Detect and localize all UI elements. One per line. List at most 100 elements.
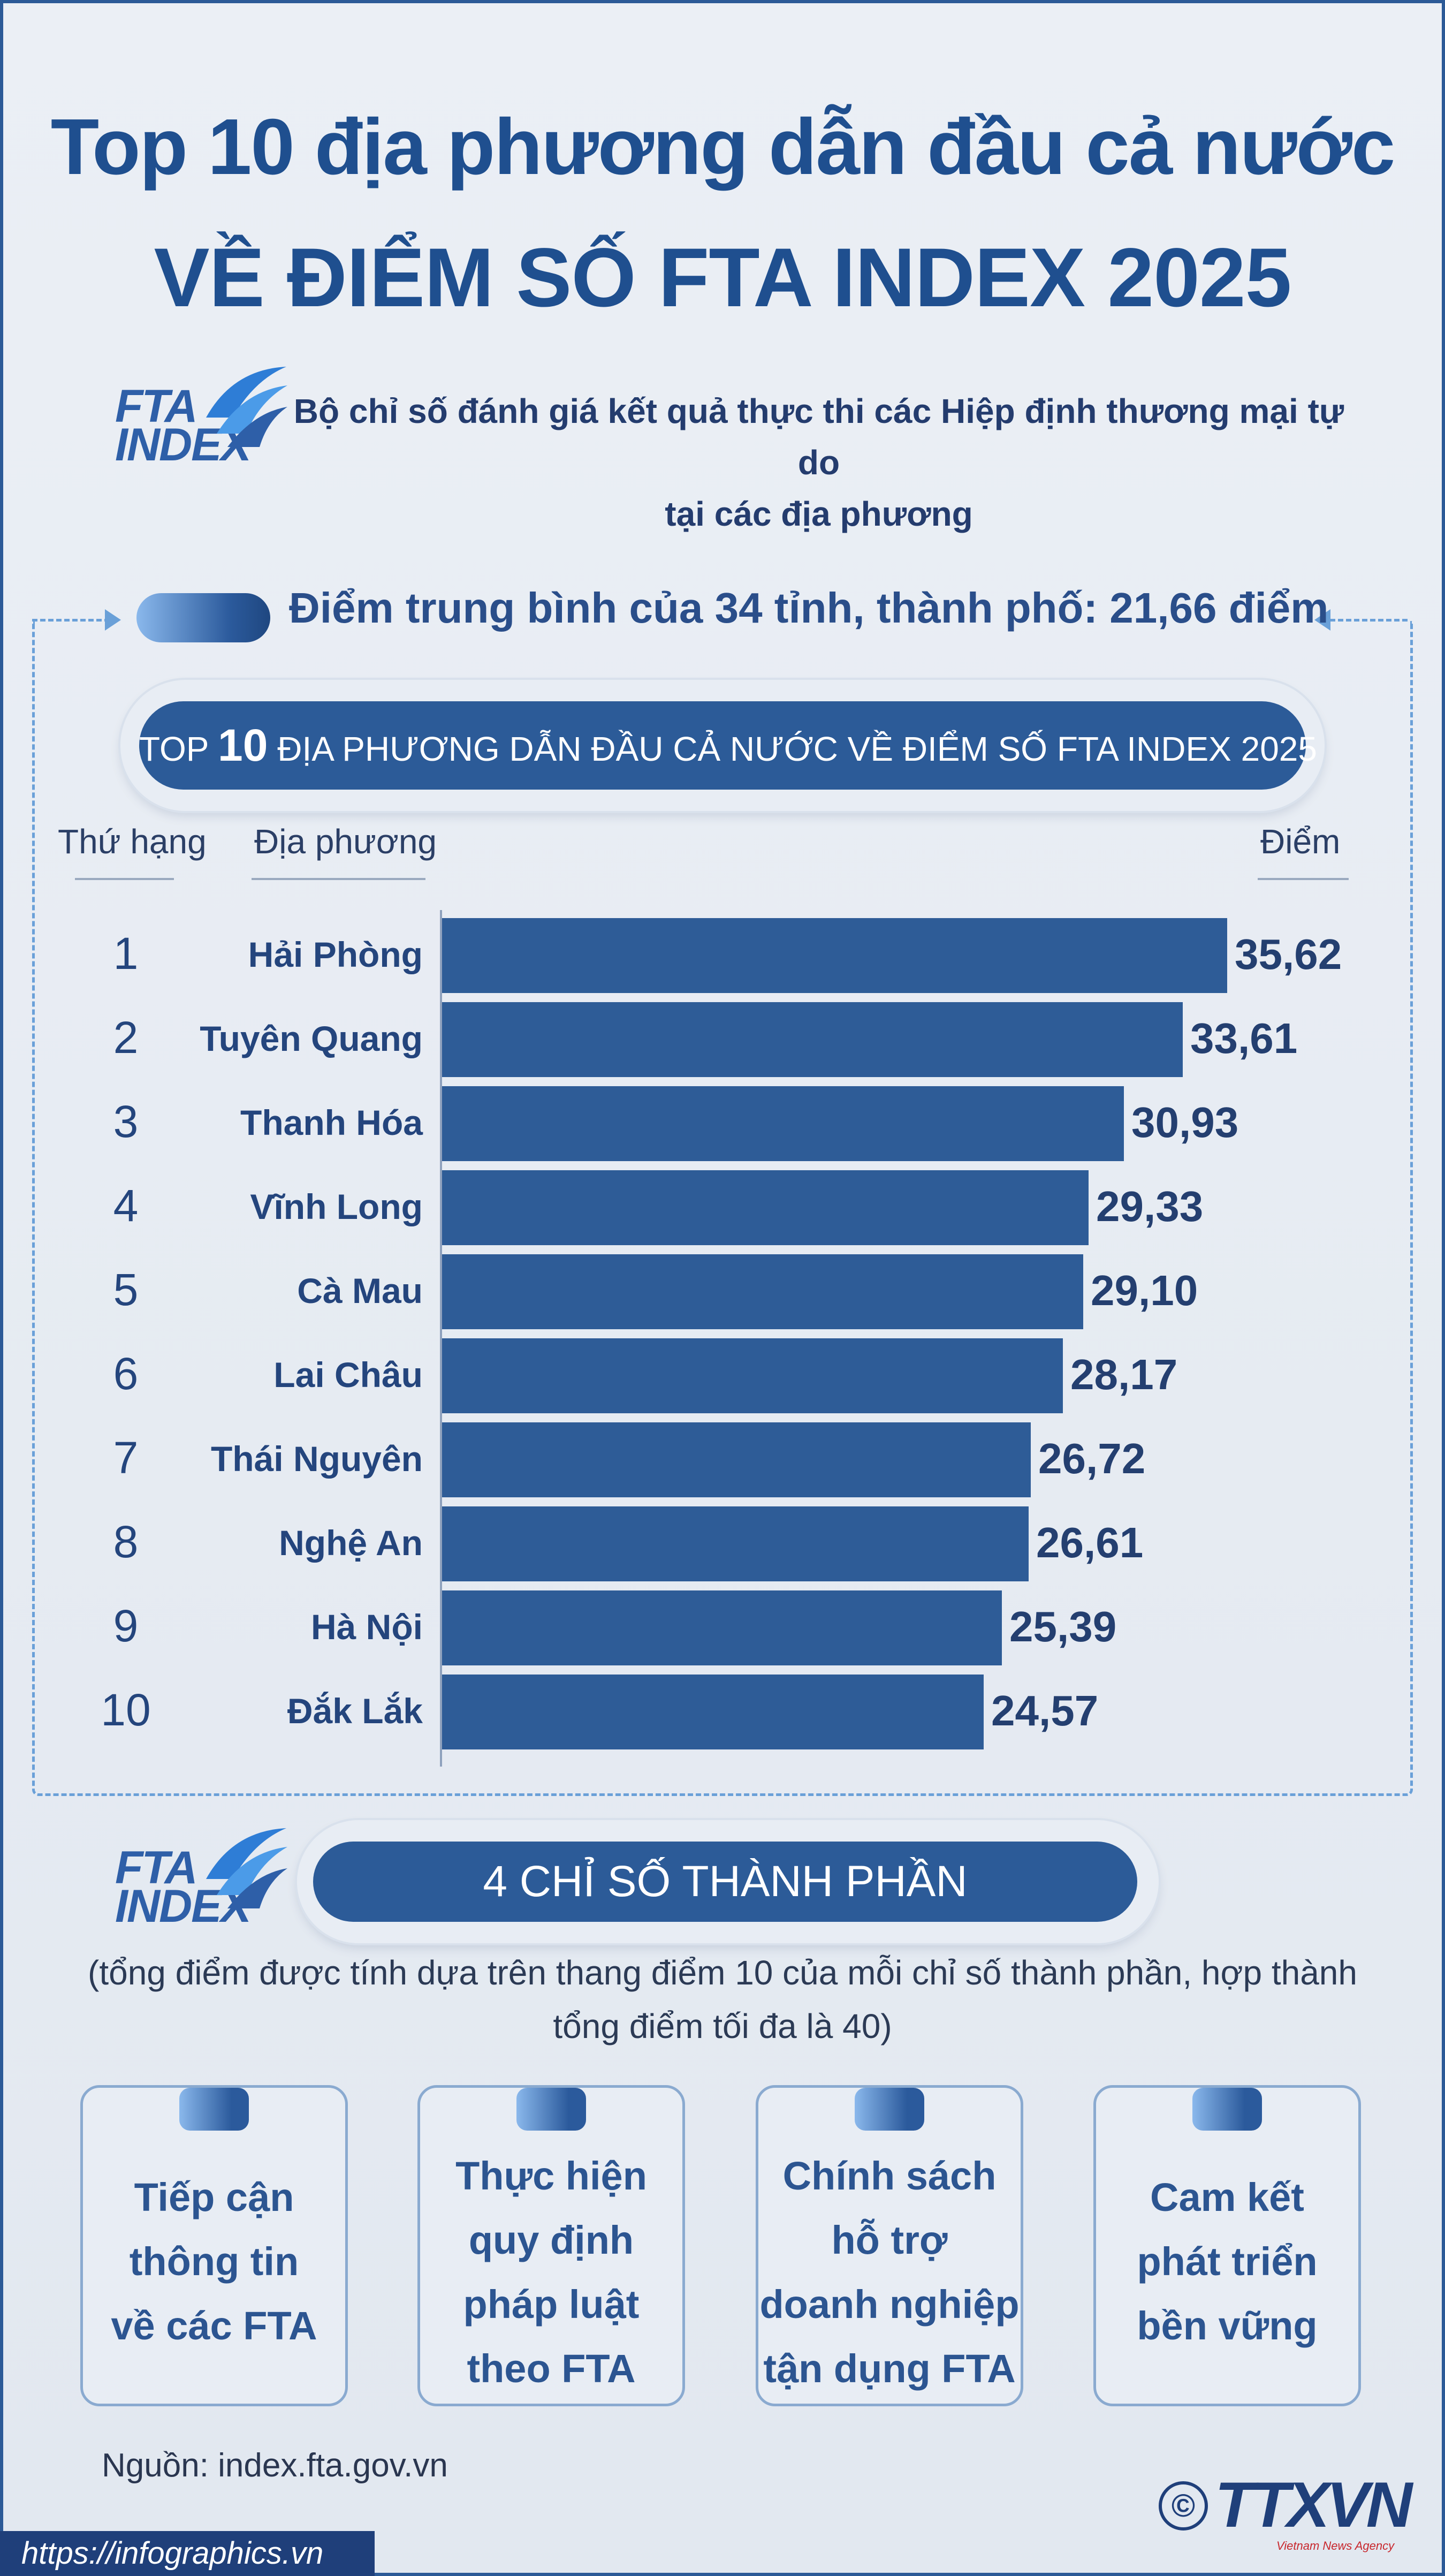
ttxvn-logo: TTXVN (1215, 2469, 1412, 2541)
components-note-line1: (tổng điểm được tính dựa trên thang điểm… (88, 1953, 1357, 1992)
average-pill-decoration (136, 593, 270, 642)
globe-swoosh-icon (206, 1828, 287, 1908)
component-card-line: Cam kết (1150, 2175, 1304, 2219)
category-label: Lai Châu (273, 1355, 423, 1395)
bar (442, 1675, 984, 1749)
data-label: 25,39 (1009, 1603, 1117, 1650)
data-label: 26,72 (1038, 1435, 1146, 1482)
data-label: 35,62 (1235, 930, 1342, 978)
arrow-left-icon (1314, 609, 1330, 631)
logo-text-fta: FTA (115, 381, 198, 432)
component-card (417, 2085, 685, 2406)
source-text: Nguồn: index.fta.gov.vn (102, 2447, 448, 2484)
component-card-line: bền vững (1137, 2304, 1318, 2348)
ttxvn-logo-subtext: Vietnam News Agency (1276, 2539, 1395, 2552)
bar (442, 1002, 1183, 1077)
component-card-line: doanh nghiệp (759, 2282, 1020, 2327)
copyright-icon: © (1159, 2481, 1208, 2530)
column-header-score: Điểm (1260, 822, 1341, 861)
component-card-line: Tiếp cận (134, 2175, 294, 2219)
component-card-text: Tiếp cận thông tin về các FTA (83, 2165, 345, 2358)
rank-label: 2 (113, 1012, 139, 1063)
bar (442, 1590, 1002, 1665)
bar (442, 918, 1227, 993)
subtitle: Bộ chỉ số đánh giá kết quả thực thi các … (278, 385, 1359, 540)
component-card-line: phát triển (1137, 2239, 1318, 2284)
fta-index-logo-2: FTA INDEX (115, 1820, 292, 1932)
arrow-right-icon (105, 609, 121, 631)
data-label: 33,61 (1190, 1014, 1298, 1062)
rank-label: 3 (113, 1096, 139, 1147)
category-label: Hải Phòng (248, 935, 423, 974)
component-card-tab (1192, 2088, 1262, 2131)
dashed-connector-right (1322, 619, 1408, 622)
rank-label: 7 (113, 1433, 139, 1483)
component-card-line: thông tin (129, 2239, 299, 2284)
fta-index-logo: FTA INDEX (115, 359, 292, 471)
data-label: 28,17 (1070, 1351, 1178, 1398)
components-note: (tổng điểm được tính dựa trên thang điểm… (64, 1946, 1381, 2053)
dashed-connector-left (32, 619, 118, 622)
component-card-tab (516, 2088, 586, 2131)
component-card-tab (855, 2088, 924, 2131)
category-label: Vĩnh Long (250, 1187, 423, 1226)
rank-label: 6 (113, 1348, 139, 1399)
component-card-line: Thực hiện (455, 2154, 647, 2198)
banner-post: ĐỊA PHƯƠNG DẪN ĐẦU CẢ NƯỚC VỀ ĐIỂM SỐ FT… (268, 730, 1317, 768)
category-label: Hà Nội (310, 1607, 423, 1647)
column-header-score-underline (1258, 878, 1349, 880)
url-bar (0, 2531, 375, 2576)
banner-number: 10 (218, 720, 268, 770)
data-label: 29,33 (1096, 1183, 1204, 1230)
component-card-tab (179, 2088, 249, 2131)
category-label: Tuyên Quang (200, 1019, 423, 1058)
logo2-text-fta: FTA (115, 1842, 198, 1893)
category-label: Đắk Lắk (287, 1691, 423, 1731)
bar (442, 1422, 1031, 1497)
component-card-line: quy định (468, 2218, 634, 2262)
website-link[interactable]: https://infographics.vn (21, 2536, 324, 2571)
subtitle-line1: Bộ chỉ số đánh giá kết quả thực thi các … (293, 392, 1344, 482)
rank-label: 5 (113, 1264, 139, 1315)
chart-axis-line (440, 910, 442, 1767)
category-label: Nghệ An (279, 1523, 423, 1563)
component-card-line: Chính sách (782, 2154, 997, 2198)
rank-label: 4 (113, 1180, 139, 1231)
chart-dashed-frame (32, 621, 1413, 1796)
data-label: 30,93 (1131, 1098, 1239, 1146)
components-heading: 4 CHỈ SỐ THÀNH PHẦN (313, 1842, 1137, 1922)
column-header-rank-underline (75, 878, 174, 880)
component-card-text: Chính sách hỗ trợ doanh nghiệp tận dụng FTA (758, 2144, 1021, 2401)
component-card (1093, 2085, 1361, 2406)
components-note-line2: tổng điểm tối đa là 40) (553, 2007, 892, 2045)
data-label: 29,10 (1091, 1267, 1198, 1314)
component-card-line: về các FTA (111, 2304, 317, 2348)
component-card-text: Thực hiện quy định pháp luật theo FTA (420, 2144, 682, 2401)
component-card (80, 2085, 348, 2406)
column-header-place-underline (252, 878, 425, 880)
bar (442, 1254, 1083, 1329)
data-label: 24,57 (991, 1687, 1099, 1734)
component-card-line: tận dụng FTA (763, 2346, 1016, 2391)
component-card-line: pháp luật (463, 2282, 640, 2327)
rank-label: 10 (101, 1685, 151, 1735)
average-score-text: Điểm trung bình của 34 tỉnh, thành phố: … (289, 584, 1329, 632)
bar (442, 1338, 1063, 1413)
globe-swoosh-icon (206, 367, 287, 447)
component-card-text: Cam kết phát triển bền vững (1096, 2165, 1358, 2358)
rank-label: 1 (113, 928, 139, 979)
category-label: Thái Nguyên (210, 1439, 423, 1479)
component-card-line: hỗ trợ (831, 2218, 948, 2262)
subtitle-line2: tại các địa phương (665, 495, 973, 533)
page-title-line1: Top 10 địa phương dẫn đầu cả nước (50, 103, 1396, 191)
column-header-place: Địa phương (254, 822, 437, 861)
data-label: 26,61 (1036, 1519, 1144, 1566)
page-title-line2: VỀ ĐIỂM SỐ FTA INDEX 2025 (154, 231, 1292, 324)
category-label: Cà Mau (297, 1271, 423, 1310)
rank-label: 9 (113, 1601, 139, 1651)
banner-pre: TOP (139, 730, 218, 768)
bar (442, 1086, 1124, 1161)
component-card-line: theo FTA (467, 2346, 636, 2391)
rank-label: 8 (113, 1517, 139, 1567)
chart-banner: TOP 10 ĐỊA PHƯƠNG DẪN ĐẦU CẢ NƯỚC VỀ ĐIỂ… (139, 701, 1317, 790)
